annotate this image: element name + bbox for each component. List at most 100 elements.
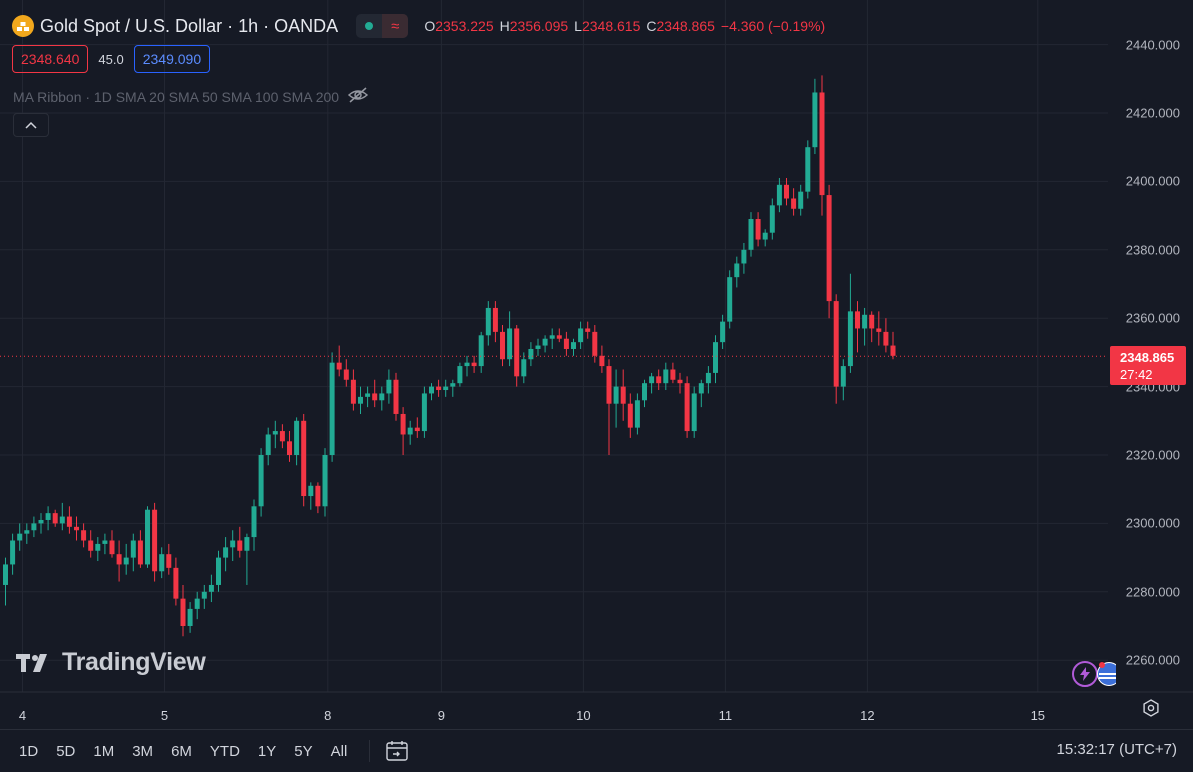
candle-body bbox=[407, 427, 413, 435]
candle bbox=[201, 584, 207, 609]
candle-body bbox=[287, 441, 292, 455]
candle bbox=[386, 369, 392, 404]
candle bbox=[52, 509, 58, 527]
candle bbox=[755, 212, 761, 247]
candle bbox=[258, 448, 264, 517]
candle-body bbox=[812, 92, 818, 148]
range-all[interactable]: All bbox=[330, 742, 348, 760]
candle bbox=[59, 502, 65, 531]
gear-icon bbox=[1143, 699, 1159, 717]
candle bbox=[542, 335, 548, 353]
candle-body bbox=[116, 554, 122, 565]
symbol-title[interactable]: Gold Spot / U.S. Dollar · 1h · OANDA bbox=[40, 15, 339, 36]
candle-body bbox=[741, 249, 747, 264]
candle-body bbox=[74, 526, 79, 531]
candle bbox=[265, 427, 271, 466]
candle-body bbox=[386, 379, 392, 394]
candle bbox=[720, 314, 726, 349]
sell-button[interactable]: 2348.640 bbox=[12, 45, 89, 73]
price-tick-label: 2320.000 bbox=[1125, 447, 1180, 463]
calendar-goto-icon bbox=[386, 741, 408, 761]
candle bbox=[471, 355, 477, 373]
lightning-event-icon[interactable] bbox=[1072, 661, 1098, 687]
bottom-toolbar: 1D 5D 1M 3M 6M YTD 1Y 5Y All 15:32:17 (U… bbox=[0, 729, 1193, 772]
candle bbox=[372, 379, 378, 408]
candle-body bbox=[826, 195, 832, 302]
candle bbox=[279, 424, 285, 449]
candle-body bbox=[3, 564, 8, 585]
candle-body bbox=[833, 301, 839, 387]
buy-button[interactable]: 2349.090 bbox=[133, 45, 211, 73]
collapse-legend-button[interactable] bbox=[13, 113, 49, 137]
candle-body bbox=[457, 366, 463, 384]
range-3m[interactable]: 3M bbox=[132, 742, 154, 760]
candle-body bbox=[840, 366, 846, 387]
candle bbox=[826, 184, 832, 319]
candle bbox=[329, 352, 335, 462]
price-tick-label: 2420.000 bbox=[1125, 105, 1180, 121]
candle-body bbox=[365, 393, 371, 397]
indicator-legend[interactable]: MA Ribbon · 1D SMA 20 SMA 50 SMA 100 SMA… bbox=[13, 86, 369, 107]
candle bbox=[436, 379, 442, 397]
range-1y[interactable]: 1Y bbox=[257, 742, 277, 760]
gold-symbol-icon bbox=[12, 15, 34, 37]
candle bbox=[301, 413, 307, 507]
candle bbox=[308, 482, 314, 510]
candle-body bbox=[890, 345, 896, 356]
range-ytd[interactable]: YTD bbox=[209, 742, 240, 760]
candle-body bbox=[592, 331, 598, 356]
range-1m[interactable]: 1M bbox=[93, 742, 115, 760]
range-1d[interactable]: 1D bbox=[19, 742, 39, 760]
date-range-button[interactable] bbox=[384, 740, 410, 762]
candle bbox=[776, 177, 782, 213]
candle-body bbox=[81, 530, 87, 541]
axis-settings-button[interactable] bbox=[1142, 699, 1160, 722]
range-5y[interactable]: 5Y bbox=[294, 742, 313, 760]
candle bbox=[109, 530, 115, 558]
candle bbox=[336, 345, 342, 377]
candle bbox=[31, 516, 37, 538]
candle-body bbox=[173, 567, 179, 599]
tradingview-watermark: TradingView bbox=[16, 648, 206, 677]
candle-body bbox=[599, 355, 605, 367]
chart-header: Gold Spot / U.S. Dollar · 1h · OANDA ≈ O… bbox=[12, 12, 825, 40]
candle-body bbox=[585, 328, 591, 332]
candle bbox=[571, 338, 576, 356]
candle bbox=[762, 229, 768, 247]
candle bbox=[123, 543, 129, 575]
range-5d[interactable]: 5D bbox=[56, 742, 76, 760]
us-flag-event-icon[interactable] bbox=[1096, 661, 1116, 687]
approx-wave-icon[interactable]: ≈ bbox=[382, 14, 409, 38]
indicator-label: MA Ribbon · 1D SMA 20 SMA 50 SMA 100 SMA… bbox=[13, 88, 340, 105]
candle bbox=[677, 372, 683, 394]
candle-body bbox=[627, 403, 633, 428]
candle bbox=[812, 78, 818, 155]
eye-off-icon[interactable] bbox=[347, 86, 369, 107]
candle-body bbox=[350, 379, 356, 404]
candle-body bbox=[45, 513, 51, 520]
candle bbox=[407, 420, 413, 445]
candle bbox=[599, 345, 605, 373]
candle-body bbox=[137, 540, 143, 565]
candle-body bbox=[634, 400, 640, 428]
candle-body bbox=[180, 598, 186, 626]
status-pill[interactable]: ≈ bbox=[356, 14, 409, 38]
time-tick-label: 15 bbox=[1030, 708, 1046, 723]
tradingview-logo-icon bbox=[16, 653, 47, 672]
candle bbox=[649, 372, 655, 394]
candle-body bbox=[514, 328, 520, 377]
clock-timezone[interactable]: 15:32:17 (UTC+7) bbox=[1056, 741, 1177, 758]
candle-body bbox=[556, 335, 562, 339]
candle-body bbox=[769, 205, 775, 233]
candle bbox=[421, 386, 427, 438]
candle-body bbox=[329, 362, 335, 455]
candle-body bbox=[855, 311, 860, 329]
range-6m[interactable]: 6M bbox=[171, 742, 192, 760]
candle-body bbox=[727, 277, 733, 322]
candle-body bbox=[301, 420, 307, 497]
candle-body bbox=[258, 455, 264, 507]
candle bbox=[74, 516, 79, 541]
candle-body bbox=[10, 540, 16, 565]
candle-body bbox=[251, 506, 257, 538]
